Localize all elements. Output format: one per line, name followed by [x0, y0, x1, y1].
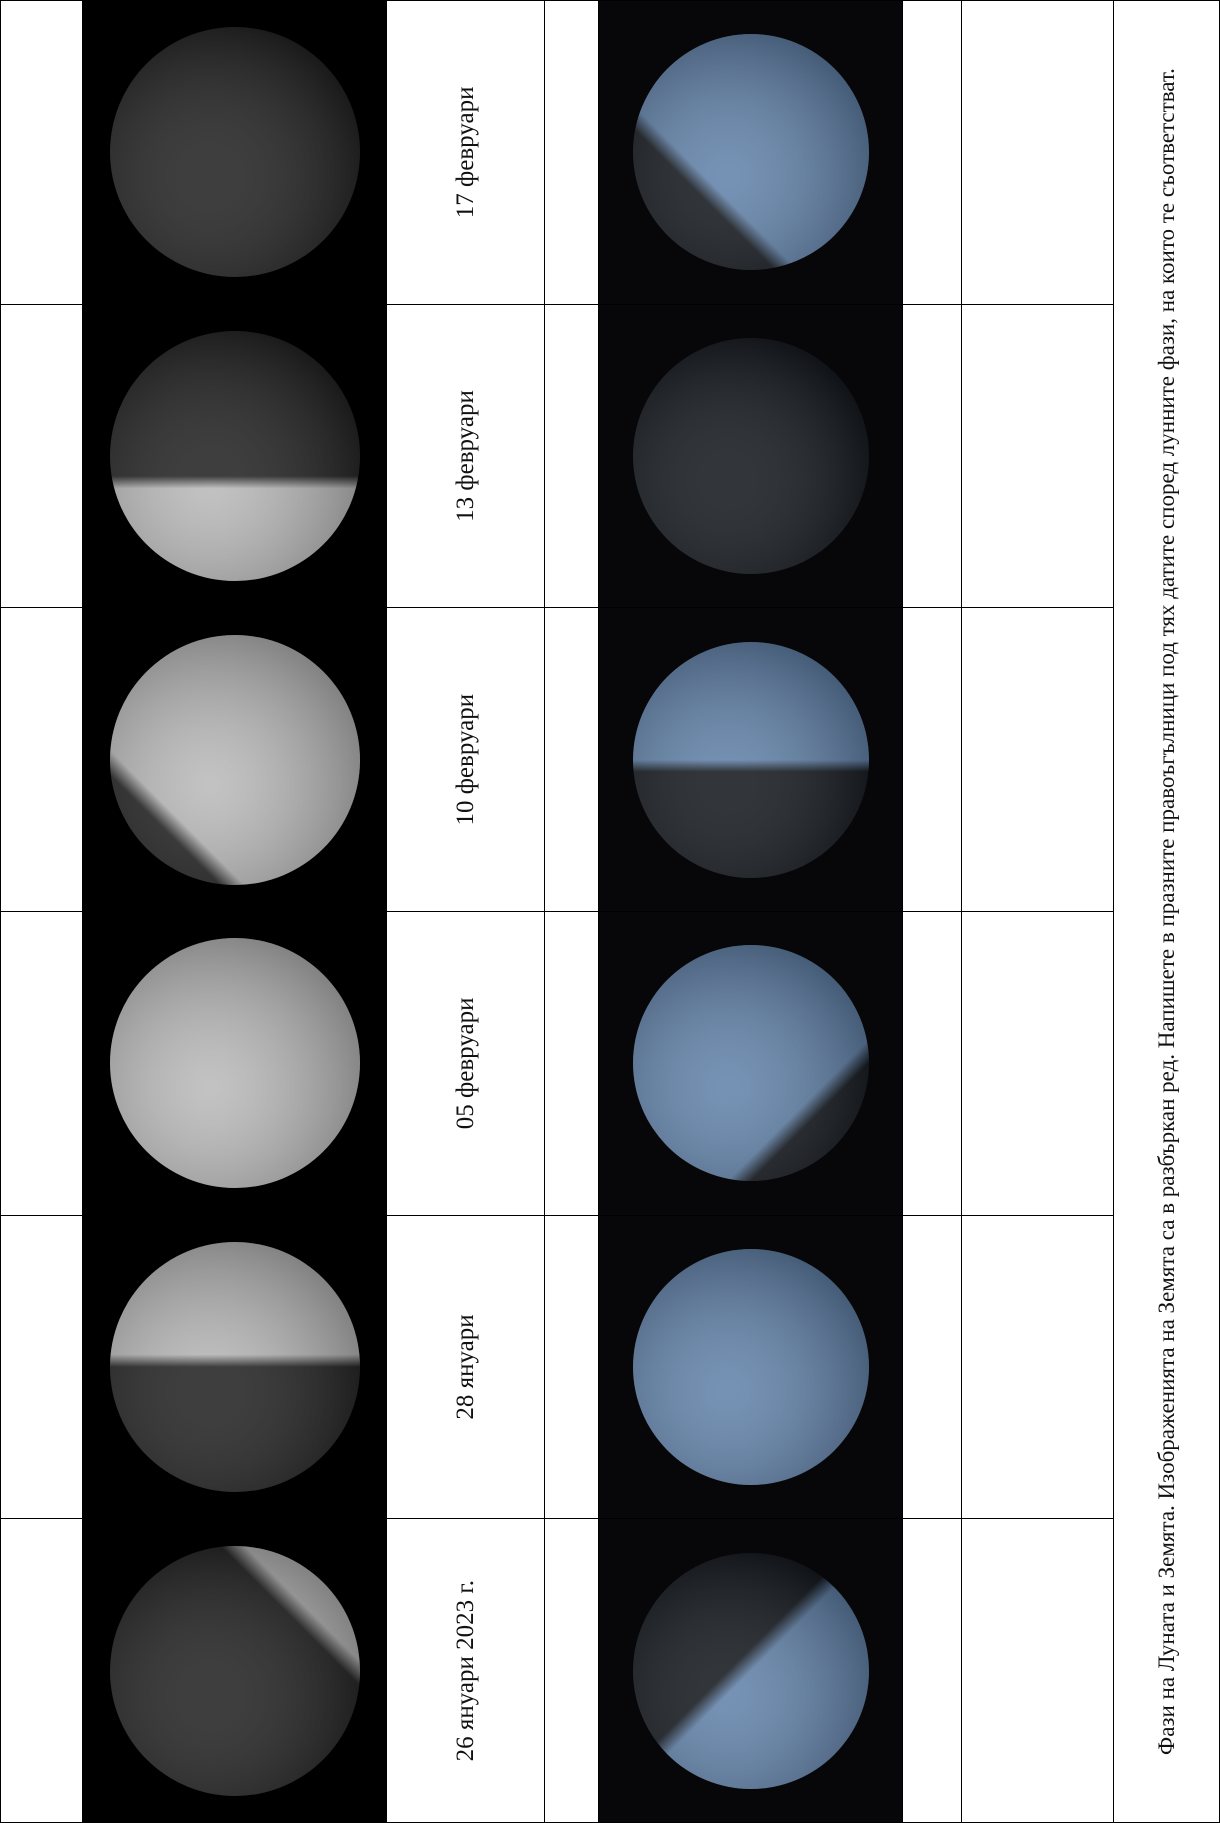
answer-cell [962, 304, 1113, 608]
photo [109, 331, 360, 582]
answer-cell [962, 912, 1113, 1215]
photo [109, 938, 360, 1189]
moon-image [83, 1519, 386, 1822]
photo [632, 1552, 869, 1789]
blank-cell [545, 1, 598, 304]
blank-cell [545, 912, 598, 1215]
blank-cell [545, 608, 598, 912]
blank-cell [1, 608, 82, 912]
earth-image [599, 1519, 902, 1822]
photo [632, 641, 869, 878]
answer-cell [962, 1215, 1113, 1519]
date: 05 февруари [387, 912, 544, 1215]
moon-image [83, 912, 386, 1215]
earth-image [599, 912, 902, 1215]
answer-cell [903, 912, 961, 1215]
date: 10 февруари [387, 608, 544, 912]
photo [109, 634, 360, 885]
answer-cell [903, 1215, 961, 1519]
earth-image [599, 1215, 902, 1519]
photo [632, 945, 869, 1182]
blank-cell [545, 304, 598, 608]
moon-image [83, 1, 386, 304]
answer-cell [903, 1519, 961, 1822]
date: 28 януари [387, 1215, 544, 1519]
moon-image [83, 1215, 386, 1519]
earth-image [599, 304, 902, 608]
earth-image [599, 1, 902, 304]
date: 26 януари 2023 г. [387, 1519, 544, 1822]
photo [632, 34, 869, 271]
blank-cell [1, 1, 82, 304]
earth-image [599, 608, 902, 912]
answer-cell [962, 1, 1113, 304]
answer-cell [962, 1519, 1113, 1822]
blank-cell [1, 304, 82, 608]
blank-cell [545, 1519, 598, 1822]
answer-cell [903, 304, 961, 608]
blank-cell [1, 1215, 82, 1519]
moon-image [83, 608, 386, 912]
blank-cell [1, 912, 82, 1215]
photo [632, 1249, 869, 1486]
photo [109, 1242, 360, 1493]
answer-cell [962, 608, 1113, 912]
answer-cell [903, 1, 961, 304]
blank-cell [1, 1519, 82, 1822]
date: 13 февруари [387, 304, 544, 608]
photo [632, 338, 869, 575]
blank-cell [545, 1215, 598, 1519]
photo [109, 27, 360, 278]
date: 17 февруари [387, 1, 544, 304]
caption: Фази на Луната и Земята. Изображенията н… [1114, 1, 1219, 1822]
photo [109, 1545, 360, 1796]
moon-image [83, 304, 386, 608]
answer-cell [903, 608, 961, 912]
